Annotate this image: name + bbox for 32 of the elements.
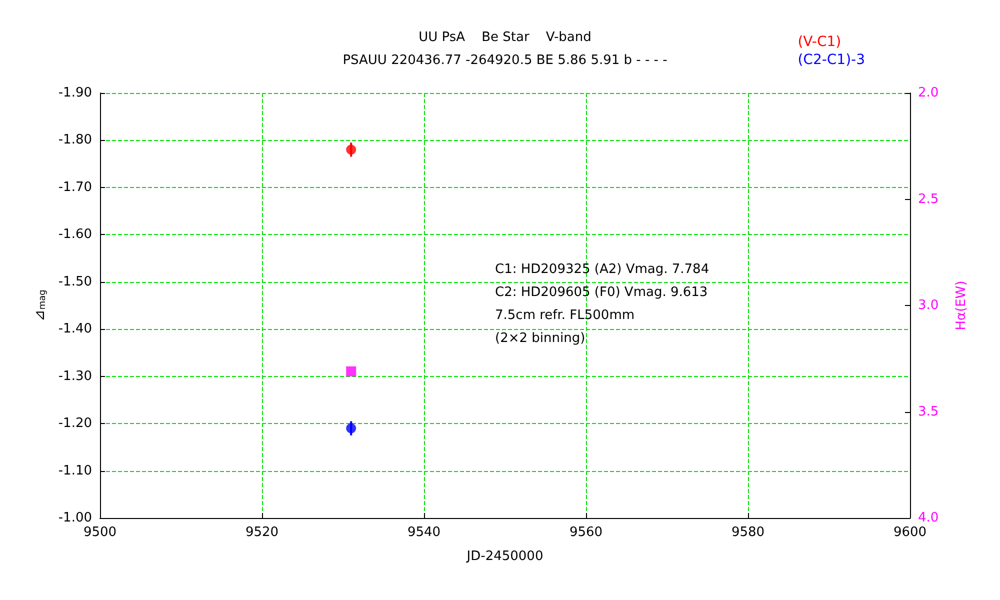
annotation: 7.5cm refr. FL500mm <box>495 308 635 323</box>
y2-tick-label: 2.0 <box>918 86 939 100</box>
x-axis-title: JD-2450000 <box>466 549 544 564</box>
annotation: (2×2 binning) <box>495 331 586 346</box>
x-tick-label: 9580 <box>731 525 765 540</box>
x-tick-label: 9500 <box>83 525 117 540</box>
y2-tick-label: 2.5 <box>918 192 939 207</box>
text: (C2-C1)-3 <box>798 52 866 68</box>
text: (V-C1) <box>798 34 842 50</box>
annotation: C1: HD209325 (A2) Vmag. 7.784 <box>495 262 710 277</box>
x-tick-label: 9520 <box>245 525 279 540</box>
x-tick-label: 9540 <box>407 525 441 540</box>
y-tick-label: -1.10 <box>58 463 92 478</box>
y2-tick-label: 4.0 <box>918 510 939 526</box>
y2-tick-label: 3.0 <box>918 298 939 313</box>
annotation: C2: HD209605 (F0) Vmag. 9.613 <box>495 285 708 300</box>
y-axis-title: ⊿mag <box>32 290 48 322</box>
y-tick-label: -1.70 <box>58 180 92 195</box>
y-tick-label: -1.50 <box>58 274 92 290</box>
y2-tick-label: 3.5 <box>918 404 939 420</box>
x-tick-label: 9560 <box>569 525 603 540</box>
y-tick-label: -1.80 <box>58 132 92 148</box>
chart-title: UU PsA Be Star V-band <box>418 30 592 45</box>
y-tick-label: -1.00 <box>58 510 92 526</box>
y2-axis-title: Hα(EW) <box>954 280 969 330</box>
y-tick-label: -1.60 <box>58 227 92 242</box>
y-tick-label: -1.30 <box>58 368 92 384</box>
x-tick-label: 9600 <box>893 525 927 540</box>
y-tick-label: -1.20 <box>58 416 92 432</box>
y-tick-label: -1.90 <box>58 86 92 100</box>
chart-subtitle: PSAUU 220436.77 -264920.5 BE 5.86 5.91 b - - - - <box>342 53 668 68</box>
y-tick-label: -1.40 <box>58 322 92 337</box>
